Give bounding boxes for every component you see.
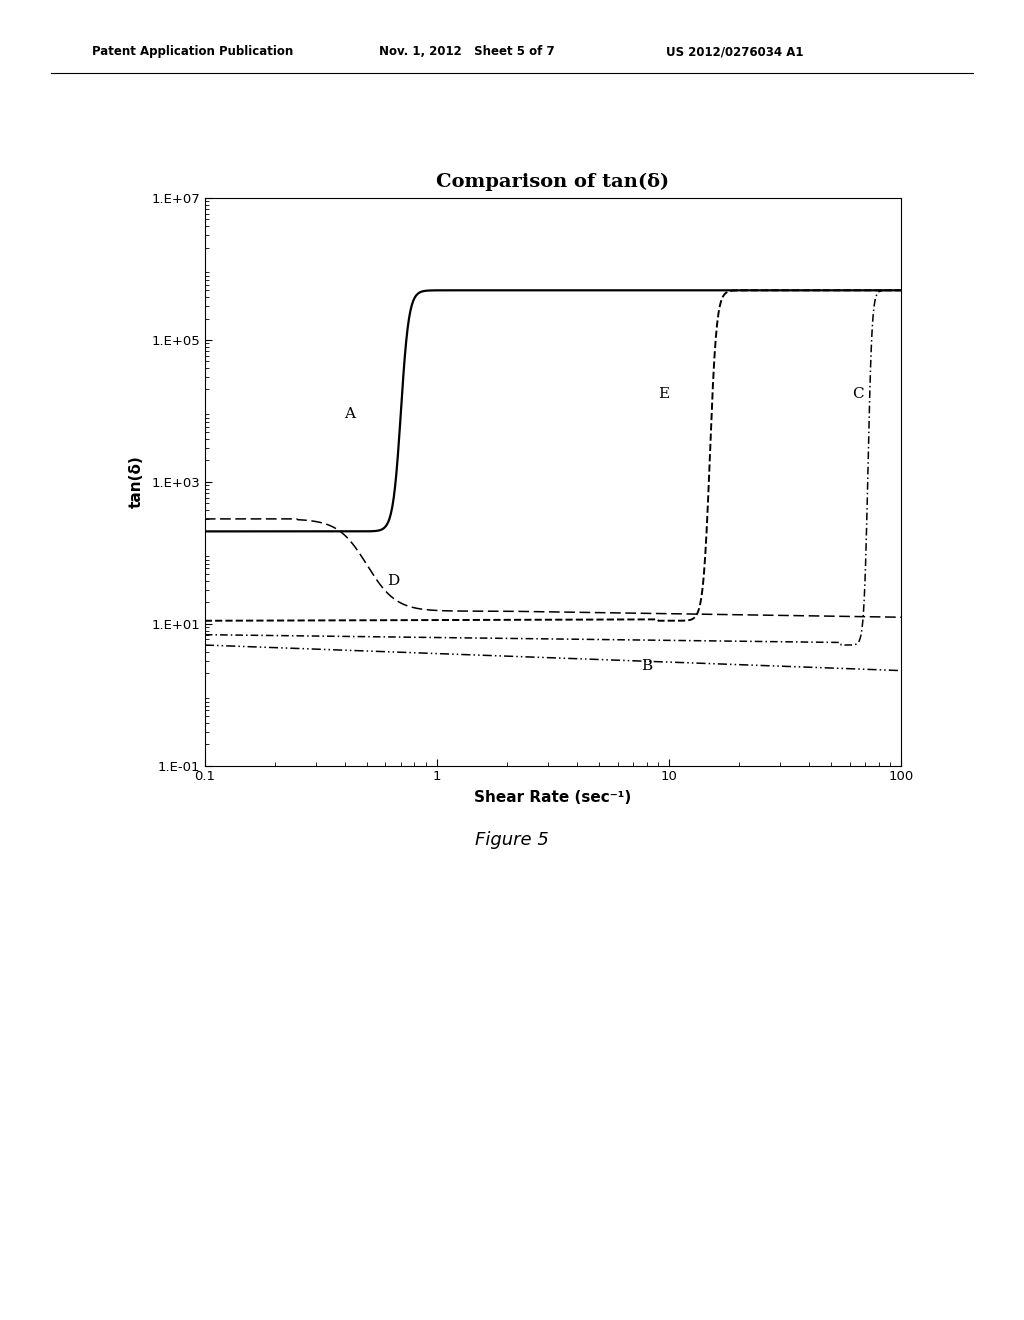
Text: Figure 5: Figure 5 [475,830,549,849]
Y-axis label: tan(δ): tan(δ) [129,455,144,508]
Text: Patent Application Publication: Patent Application Publication [92,45,294,58]
Text: B: B [641,660,652,673]
Title: Comparison of tan(δ): Comparison of tan(δ) [436,173,670,191]
Text: A: A [344,407,355,421]
Text: E: E [658,387,670,401]
X-axis label: Shear Rate (sec⁻¹): Shear Rate (sec⁻¹) [474,791,632,805]
Text: D: D [387,574,399,589]
Text: C: C [852,387,863,401]
Text: US 2012/0276034 A1: US 2012/0276034 A1 [666,45,803,58]
Text: Nov. 1, 2012   Sheet 5 of 7: Nov. 1, 2012 Sheet 5 of 7 [379,45,555,58]
